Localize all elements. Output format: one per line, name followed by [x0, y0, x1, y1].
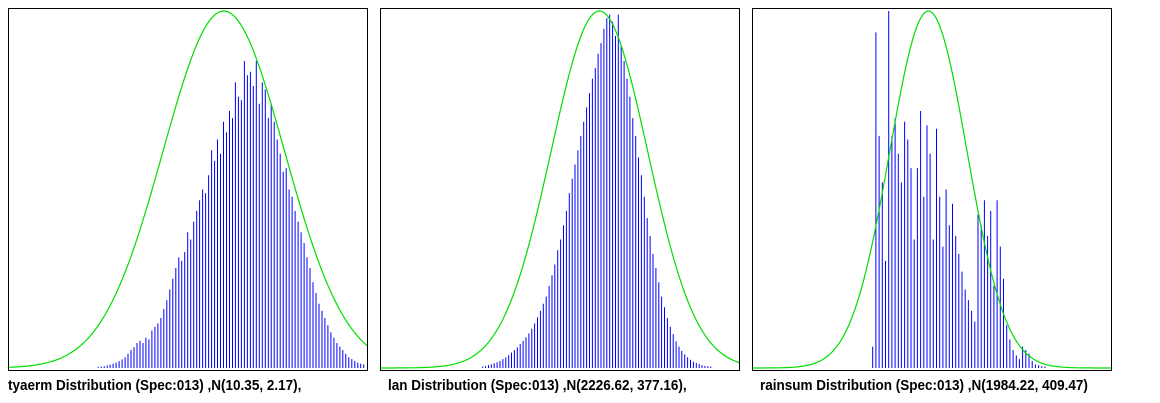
normal-fit-curve [381, 10, 739, 369]
histogram-panel-lan [380, 8, 740, 371]
normal-fit-curve [753, 10, 1111, 369]
histogram-panel-tyaerm [8, 8, 368, 371]
histogram-panel-rainsum [752, 8, 1112, 371]
histogram-chart-rainsum [753, 10, 1111, 369]
caption-rainsum: rainsum Distribution (Spec:013) ,N(1984.… [760, 377, 1088, 394]
caption-tyaerm: tyaerm Distribution (Spec:013) ,N(10.35,… [8, 377, 302, 394]
histogram-chart-tyaerm [9, 10, 367, 368]
histogram-chart-lan [381, 10, 739, 369]
caption-lan: lan Distribution (Spec:013) ,N(2226.62, … [388, 377, 687, 394]
normal-fit-curve [9, 10, 367, 368]
